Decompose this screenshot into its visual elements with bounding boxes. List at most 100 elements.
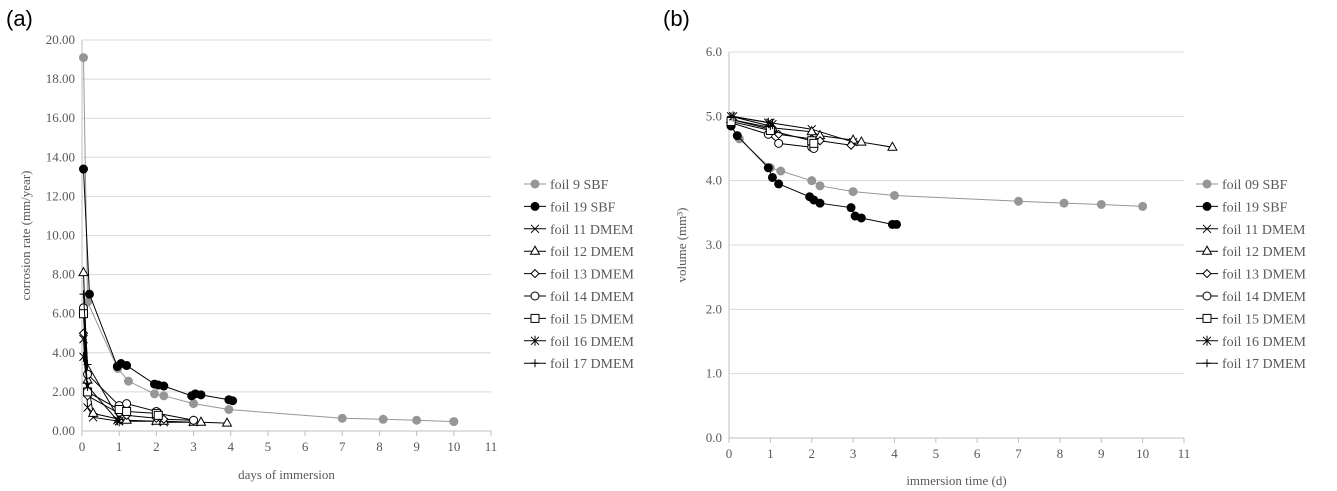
legend-marker	[530, 313, 540, 323]
legend-entry: foil 17 DMEM	[1196, 357, 1307, 372]
data-point	[807, 176, 817, 186]
legend-label: foil 19 SBF	[550, 200, 616, 215]
legend-entry: foil 16 DMEM	[1196, 335, 1307, 350]
y-axis-title: volume (mm³)	[674, 207, 689, 282]
data-point	[412, 415, 422, 425]
data-point	[774, 179, 784, 189]
data-point	[337, 413, 347, 423]
y-tick-label: 5.0	[706, 108, 722, 123]
x-tick-label: 9	[413, 439, 420, 454]
series-foil-17-dmem	[79, 290, 124, 424]
data-point	[774, 138, 784, 148]
x-tick-label: 3	[190, 439, 197, 454]
y-tick-label: 2.0	[706, 301, 722, 316]
series-line	[82, 307, 194, 421]
legend-label: foil 9 SBF	[550, 178, 609, 193]
data-point	[78, 266, 89, 277]
legend-label: foil 17 DMEM	[1222, 357, 1307, 372]
y-axis-title: corrosion rate (mm/year)	[18, 171, 33, 301]
data-point	[122, 399, 132, 409]
data-point	[87, 407, 99, 417]
legend-marker	[1202, 335, 1212, 346]
legend-marker	[1203, 359, 1211, 368]
data-point	[763, 163, 773, 173]
x-tick-label: 10	[447, 439, 460, 454]
data-point	[768, 119, 777, 130]
legend-entry: foil 15 DMEM	[524, 312, 635, 327]
data-point	[159, 381, 169, 391]
legend-entry: foil 11 DMEM	[524, 223, 634, 238]
legend-label: foil 12 DMEM	[1222, 245, 1307, 260]
legend-entry: foil 16 DMEM	[524, 335, 635, 350]
x-tick-label: 7	[339, 439, 346, 454]
legend-label: foil 09 SBF	[1222, 178, 1288, 193]
series-foil-11-dmem	[726, 111, 858, 147]
legend-entry: foil 12 DMEM	[524, 245, 635, 260]
legend-marker	[1202, 224, 1212, 234]
legend-label: foil 13 DMEM	[1222, 268, 1307, 283]
legend-label: foil 13 DMEM	[550, 268, 635, 283]
legend-marker	[530, 291, 540, 301]
x-tick-label: 0	[79, 439, 86, 454]
x-tick-label: 11	[485, 439, 498, 454]
legend-entry: foil 15 DMEM	[1196, 312, 1307, 327]
data-point	[815, 198, 825, 208]
legend-marker	[530, 224, 540, 234]
legend-marker	[1202, 291, 1212, 301]
series-line	[82, 57, 454, 423]
legend-label: foil 16 DMEM	[1222, 335, 1307, 350]
data-point	[732, 131, 742, 141]
x-tick-label: 5	[265, 439, 272, 454]
data-point	[122, 361, 132, 371]
panel-label: (a)	[6, 6, 33, 31]
x-tick-label: 3	[850, 446, 857, 461]
x-tick-label: 6	[974, 446, 981, 461]
data-point	[856, 136, 867, 146]
y-tick-label: 12.00	[46, 188, 75, 203]
data-point	[221, 417, 233, 427]
series-line	[82, 272, 228, 424]
y-tick-label: 3.0	[706, 237, 722, 252]
y-tick-label: 8.00	[52, 267, 75, 282]
legend-entry: foil 14 DMEM	[524, 290, 635, 305]
series-line	[730, 115, 854, 143]
data-point	[114, 404, 124, 414]
y-tick-label: 0.0	[706, 430, 722, 445]
legend-marker	[1202, 268, 1212, 279]
x-axis-title: immersion time (d)	[906, 473, 1006, 488]
legend-label: foil 11 DMEM	[1222, 223, 1306, 238]
series-foil-16-dmem	[79, 351, 124, 427]
x-tick-label: 9	[1098, 446, 1105, 461]
y-tick-label: 4.0	[706, 173, 722, 188]
legend-label: foil 16 DMEM	[550, 335, 635, 350]
data-point	[1059, 198, 1069, 208]
legend-label: foil 12 DMEM	[550, 245, 635, 260]
y-tick-label: 18.00	[46, 71, 75, 86]
data-point	[846, 203, 856, 213]
series-foil-15-dmem	[726, 116, 819, 148]
data-point	[83, 381, 92, 392]
data-point	[78, 164, 88, 174]
y-tick-label: 2.00	[52, 384, 75, 399]
x-tick-label: 1	[116, 439, 123, 454]
series-foil-17-dmem	[727, 112, 775, 130]
panel-label: (b)	[663, 6, 690, 31]
legend-marker	[529, 245, 541, 255]
y-tick-label: 14.00	[46, 149, 75, 164]
data-point	[727, 112, 736, 121]
y-tick-label: 4.00	[52, 345, 75, 360]
legend-label: foil 14 DMEM	[1222, 290, 1307, 305]
data-point	[806, 125, 818, 136]
data-point	[195, 416, 207, 426]
series-foil-13-dmem	[78, 328, 199, 425]
data-point	[1138, 201, 1148, 211]
data-point	[83, 369, 93, 379]
legend-marker	[530, 268, 540, 279]
legend-entry: foil 09 SBF	[1196, 178, 1288, 193]
series-foil-13-dmem	[726, 114, 856, 150]
series-foil-19-sbf	[78, 164, 238, 406]
data-point	[848, 187, 858, 197]
x-tick-label: 8	[376, 439, 383, 454]
data-point	[767, 172, 777, 182]
